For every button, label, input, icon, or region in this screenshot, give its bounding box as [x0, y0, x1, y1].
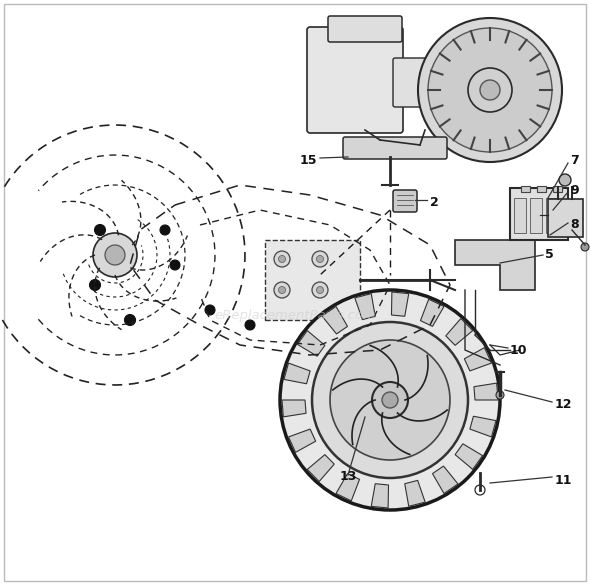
Circle shape	[90, 280, 100, 291]
Bar	[548, 199, 583, 237]
Circle shape	[372, 382, 408, 418]
Circle shape	[468, 68, 512, 112]
Polygon shape	[432, 466, 458, 494]
Text: eReplacementParts.com: eReplacementParts.com	[214, 308, 376, 322]
Circle shape	[170, 260, 180, 270]
Bar	[510, 188, 568, 240]
Polygon shape	[297, 331, 325, 356]
Circle shape	[274, 282, 290, 298]
Circle shape	[274, 251, 290, 267]
Text: 7: 7	[570, 153, 579, 167]
Circle shape	[496, 391, 504, 399]
Circle shape	[105, 245, 125, 265]
FancyBboxPatch shape	[393, 190, 417, 212]
Circle shape	[280, 290, 500, 510]
Polygon shape	[392, 292, 409, 316]
Circle shape	[428, 28, 552, 152]
FancyBboxPatch shape	[393, 58, 427, 107]
Text: 9: 9	[570, 184, 579, 197]
Circle shape	[94, 225, 106, 236]
Polygon shape	[474, 383, 498, 400]
Bar	[537, 186, 546, 192]
Circle shape	[312, 322, 468, 478]
Bar	[546, 198, 558, 233]
Bar	[553, 186, 562, 192]
Polygon shape	[464, 347, 491, 371]
Circle shape	[278, 256, 286, 263]
Text: 5: 5	[545, 249, 554, 261]
Polygon shape	[446, 318, 473, 345]
Polygon shape	[282, 400, 306, 417]
Text: 15: 15	[300, 153, 317, 167]
Polygon shape	[322, 307, 348, 334]
Circle shape	[205, 305, 215, 315]
Text: 8: 8	[570, 219, 579, 232]
Polygon shape	[355, 294, 375, 319]
Circle shape	[160, 225, 170, 235]
Circle shape	[316, 287, 323, 294]
Circle shape	[581, 243, 589, 251]
Bar	[265, 240, 360, 320]
Polygon shape	[421, 299, 444, 326]
Circle shape	[245, 320, 255, 330]
Circle shape	[559, 174, 571, 186]
Circle shape	[312, 282, 328, 298]
FancyBboxPatch shape	[328, 16, 402, 42]
Polygon shape	[336, 474, 359, 501]
FancyBboxPatch shape	[307, 27, 403, 133]
Circle shape	[312, 251, 328, 267]
Polygon shape	[371, 484, 389, 508]
Circle shape	[418, 18, 562, 162]
Text: 12: 12	[555, 398, 572, 411]
Circle shape	[330, 340, 450, 460]
Bar	[514, 198, 526, 233]
Text: 10: 10	[510, 343, 527, 356]
FancyBboxPatch shape	[343, 137, 447, 159]
Polygon shape	[307, 455, 334, 481]
Polygon shape	[455, 444, 483, 469]
Circle shape	[278, 287, 286, 294]
Text: 11: 11	[555, 473, 572, 487]
Text: 13: 13	[340, 470, 358, 483]
Circle shape	[316, 256, 323, 263]
Circle shape	[480, 80, 500, 100]
Circle shape	[124, 315, 136, 325]
Circle shape	[93, 233, 137, 277]
Polygon shape	[405, 480, 425, 507]
Circle shape	[382, 392, 398, 408]
Polygon shape	[470, 416, 496, 437]
Polygon shape	[455, 240, 535, 290]
Bar	[530, 198, 542, 233]
Polygon shape	[284, 363, 310, 384]
Text: 2: 2	[430, 195, 439, 208]
Bar	[521, 186, 530, 192]
Polygon shape	[289, 429, 316, 452]
